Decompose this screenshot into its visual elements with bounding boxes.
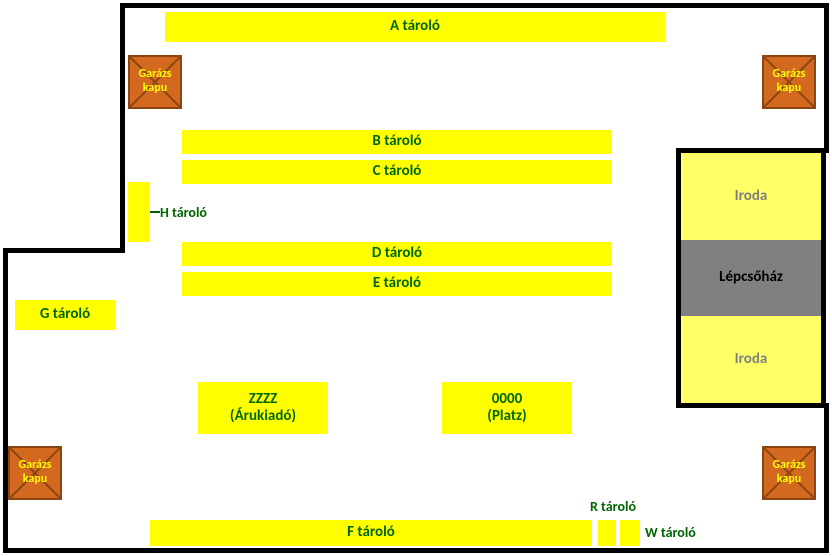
special-zzzz: ZZZZ(Árukiadó) — [198, 382, 328, 434]
storage-e-label: E tároló — [373, 275, 421, 292]
floor-border-segment — [120, 3, 829, 8]
storage-a: A tároló — [165, 12, 665, 42]
storage-f: F tároló — [150, 520, 592, 546]
office1-label: Iroda — [735, 188, 768, 205]
storage-d-label: D tároló — [372, 245, 422, 262]
floor-border-segment — [120, 3, 125, 253]
storage-d: D tároló — [182, 242, 612, 266]
special-0000: 0000(Platz) — [442, 382, 572, 434]
floor-border-segment — [824, 403, 829, 553]
garage-gate-label2: kapu — [143, 82, 167, 96]
garage-gate-label2: kapu — [777, 473, 801, 487]
storage-b-label: B tároló — [372, 133, 421, 150]
storage-r — [598, 520, 616, 546]
storage-b: B tároló — [182, 130, 612, 154]
floor-border-segment — [3, 248, 125, 253]
garage-gate-label1: Garázs — [773, 68, 806, 82]
floor-border-segment — [3, 548, 829, 553]
floor-border-segment — [824, 3, 829, 153]
garage-gate-label2: kapu — [23, 473, 47, 487]
garage-gate-label1: Garázs — [773, 459, 806, 473]
floor-border-segment — [3, 248, 8, 550]
special-zzzz-line2: (Árukiadó) — [230, 408, 296, 425]
storage-w — [620, 520, 640, 546]
garage-gate-label1: Garázs — [139, 68, 172, 82]
office1: Iroda — [681, 153, 821, 240]
garage-gate: Garázskapu — [8, 446, 62, 500]
label-h: H tároló — [160, 204, 207, 221]
storage-g: G tároló — [15, 300, 115, 330]
storage-f-label: F tároló — [347, 524, 395, 541]
special-0000-line2: (Platz) — [487, 408, 526, 425]
stairs-label: Lépcsőház — [719, 269, 783, 286]
stairs: Lépcsőház — [681, 240, 821, 317]
garage-gate: Garázskapu — [762, 446, 816, 500]
storage-c-label: C tároló — [373, 163, 422, 180]
office2: Iroda — [681, 316, 821, 403]
storage-g-label: G tároló — [40, 306, 90, 323]
label-w: W tároló — [645, 524, 696, 541]
garage-gate-label2: kapu — [777, 82, 801, 96]
storage-e: E tároló — [182, 272, 612, 296]
storage-c: C tároló — [182, 160, 612, 184]
garage-gate: Garázskapu — [128, 55, 182, 109]
connector-h — [150, 211, 160, 213]
label-r: R tároló — [590, 498, 636, 515]
right-block: Iroda Lépcsőház Iroda — [676, 148, 826, 408]
garage-gate: Garázskapu — [762, 55, 816, 109]
floor-plan: A tároló B tároló C tároló D tároló E tároló… — [0, 0, 832, 556]
office2-label: Iroda — [735, 351, 768, 368]
storage-h — [128, 182, 150, 242]
storage-a-label: A tároló — [390, 18, 440, 35]
garage-gate-label1: Garázs — [19, 459, 52, 473]
special-0000-line1: 0000 — [492, 391, 522, 408]
special-zzzz-line1: ZZZZ — [249, 391, 278, 408]
